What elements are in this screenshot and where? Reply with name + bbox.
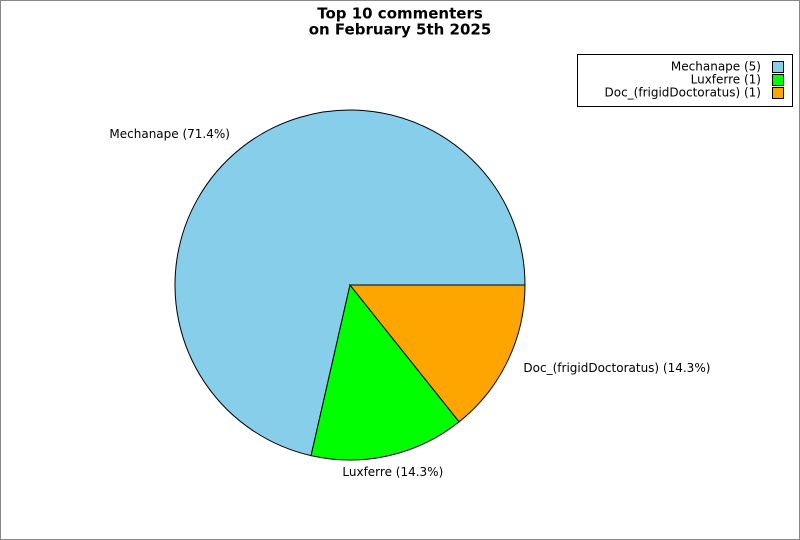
slice-label: Mechanape (71.4%) xyxy=(109,127,230,141)
legend-label: Luxferre (1) xyxy=(691,73,761,87)
legend-swatch xyxy=(772,74,784,86)
slice-label: Luxferre (14.3%) xyxy=(342,465,443,479)
legend-swatch xyxy=(772,61,784,73)
legend-label: Mechanape (5) xyxy=(671,60,761,74)
pie-slice xyxy=(310,283,460,461)
legend-label: Doc_(frigidDoctoratus) (1) xyxy=(605,86,762,100)
legend-swatch xyxy=(772,87,784,99)
chart-title: on February 5th 2025 xyxy=(309,21,492,39)
pie-slice xyxy=(174,109,526,457)
slice-label: Doc_(frigidDoctoratus) (14.3%) xyxy=(523,361,710,375)
pie-slice xyxy=(348,284,526,423)
legend-box xyxy=(577,54,793,107)
chart-title: Top 10 commenters xyxy=(317,5,483,23)
